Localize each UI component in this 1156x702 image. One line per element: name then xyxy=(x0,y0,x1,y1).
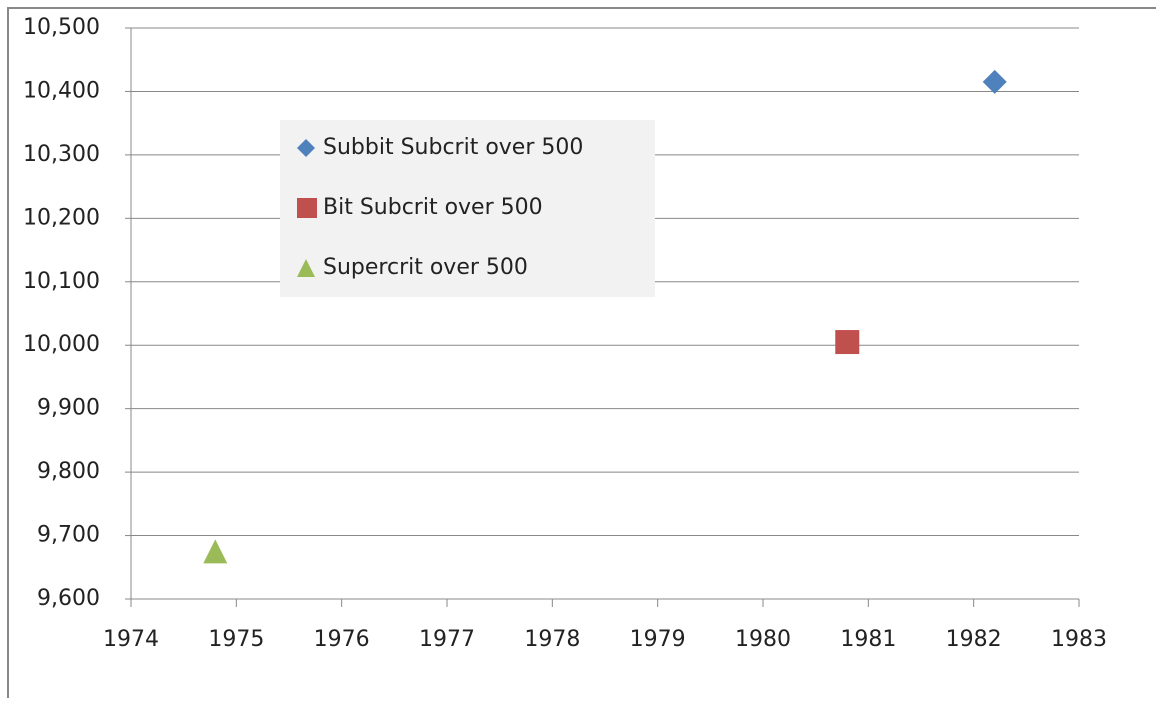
y-tick-label: 10,300 xyxy=(23,142,100,167)
x-tick-label: 1976 xyxy=(314,627,370,652)
x-tick-label: 1981 xyxy=(840,627,896,652)
x-tick-label: 1977 xyxy=(419,627,475,652)
legend-box xyxy=(280,120,655,297)
chart-frame xyxy=(7,7,1156,702)
x-tick-label: 1974 xyxy=(103,627,159,652)
y-tick-label: 10,400 xyxy=(23,78,100,103)
legend-label: Supercrit over 500 xyxy=(323,255,528,280)
x-tick-label: 1980 xyxy=(735,627,791,652)
legend-marker xyxy=(297,259,315,277)
legend: Subbit Subcrit over 500 Bit Subcrit over … xyxy=(280,120,655,297)
x-tick-label: 1975 xyxy=(208,627,264,652)
x-tick-label: 1978 xyxy=(524,627,580,652)
marker xyxy=(203,539,228,564)
y-tick-label: 9,800 xyxy=(37,459,100,484)
y-tick-label: 10,000 xyxy=(23,332,100,357)
y-tick-label: 10,200 xyxy=(23,205,100,230)
y-tick-label: 9,900 xyxy=(37,396,100,421)
y-tick-label: 9,700 xyxy=(37,523,100,548)
y-tick-label: 10,100 xyxy=(23,269,100,294)
legend-label: Subbit Subcrit over 500 xyxy=(323,135,583,160)
legend-marker xyxy=(297,139,315,157)
x-tick-label: 1979 xyxy=(630,627,686,652)
x-tick-label: 1983 xyxy=(1051,627,1107,652)
marker xyxy=(982,69,1007,94)
y-tick-label: 10,500 xyxy=(23,15,100,40)
y-tick-label: 9,600 xyxy=(37,586,100,611)
x-tick-label: 1982 xyxy=(946,627,1002,652)
marker xyxy=(835,330,860,355)
legend-marker xyxy=(297,198,317,218)
legend-label: Bit Subcrit over 500 xyxy=(323,195,543,220)
